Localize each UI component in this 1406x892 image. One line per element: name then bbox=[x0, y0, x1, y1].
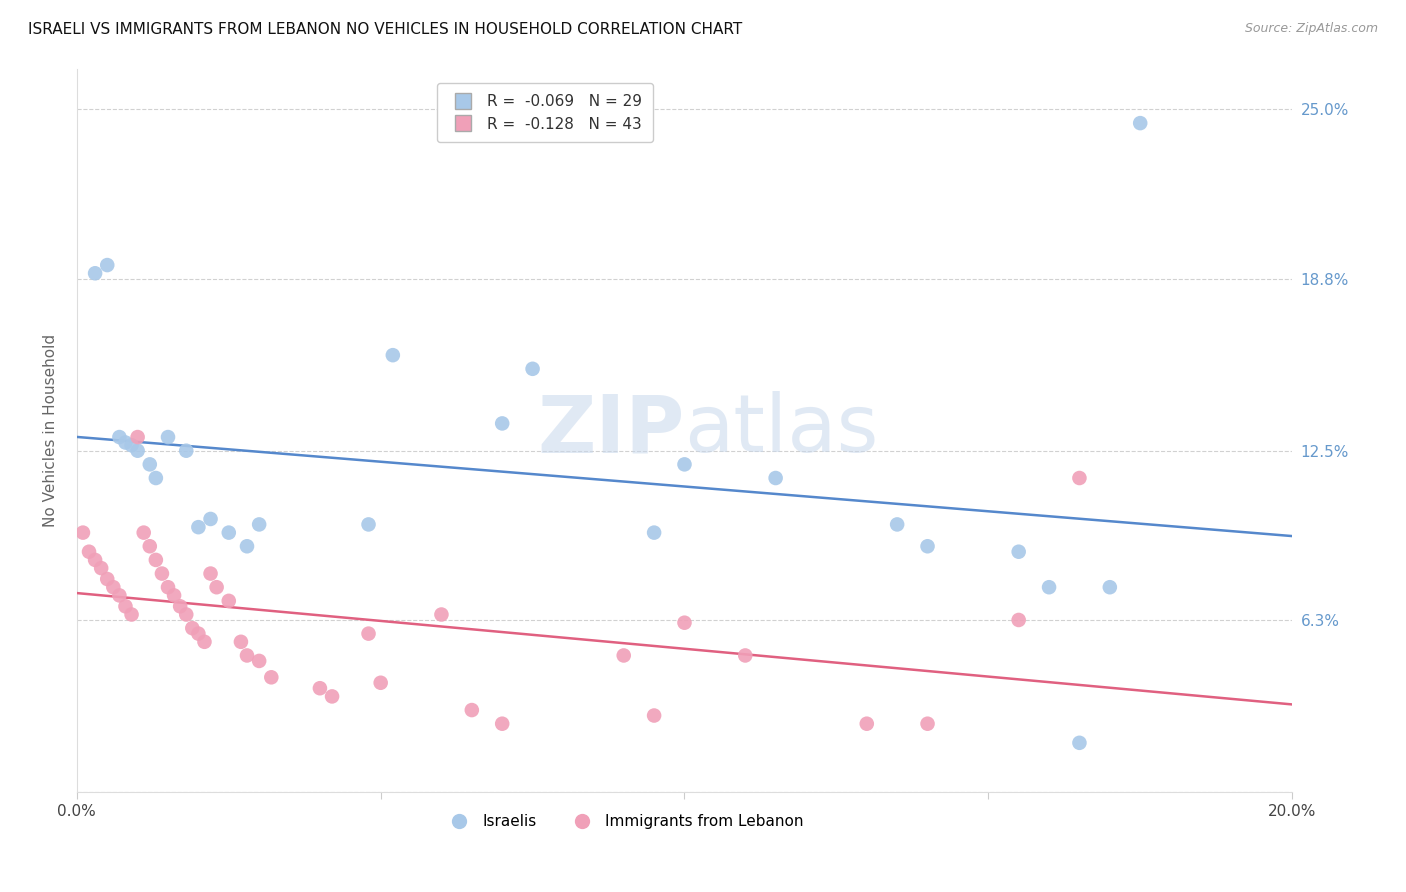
Point bbox=[174, 443, 197, 458]
Text: atlas: atlas bbox=[685, 392, 879, 469]
Point bbox=[370, 675, 392, 690]
Point bbox=[673, 458, 696, 472]
Point bbox=[108, 430, 131, 444]
Point bbox=[321, 690, 343, 704]
Point bbox=[72, 525, 94, 540]
Point bbox=[103, 580, 125, 594]
Point bbox=[1008, 613, 1031, 627]
Point bbox=[84, 553, 107, 567]
Point bbox=[357, 517, 380, 532]
Point bbox=[855, 716, 877, 731]
Point bbox=[381, 348, 404, 362]
Point bbox=[734, 648, 756, 663]
Point bbox=[236, 648, 259, 663]
Point bbox=[156, 580, 179, 594]
Y-axis label: No Vehicles in Household: No Vehicles in Household bbox=[44, 334, 58, 527]
Point bbox=[643, 525, 665, 540]
Point bbox=[1038, 580, 1060, 594]
Point bbox=[673, 615, 696, 630]
Point bbox=[156, 430, 179, 444]
Point bbox=[1129, 116, 1152, 130]
Point bbox=[96, 258, 118, 272]
Point bbox=[145, 471, 167, 485]
Point bbox=[181, 621, 204, 635]
Point bbox=[108, 588, 131, 602]
Point bbox=[114, 599, 136, 614]
Point bbox=[1069, 736, 1091, 750]
Point bbox=[491, 417, 513, 431]
Point bbox=[121, 438, 143, 452]
Point bbox=[643, 708, 665, 723]
Point bbox=[121, 607, 143, 622]
Point bbox=[145, 553, 167, 567]
Text: Source: ZipAtlas.com: Source: ZipAtlas.com bbox=[1244, 22, 1378, 36]
Point bbox=[174, 607, 197, 622]
Point bbox=[77, 545, 100, 559]
Point bbox=[193, 635, 215, 649]
Point bbox=[132, 525, 155, 540]
Point bbox=[886, 517, 908, 532]
Point bbox=[139, 458, 162, 472]
Point bbox=[205, 580, 228, 594]
Point bbox=[357, 626, 380, 640]
Point bbox=[229, 635, 252, 649]
Point bbox=[187, 626, 209, 640]
Point bbox=[84, 266, 107, 280]
Point bbox=[127, 443, 149, 458]
Point bbox=[127, 430, 149, 444]
Point bbox=[114, 435, 136, 450]
Point bbox=[187, 520, 209, 534]
Point bbox=[260, 670, 283, 684]
Point bbox=[613, 648, 636, 663]
Point bbox=[247, 654, 270, 668]
Point bbox=[139, 539, 162, 553]
Point bbox=[218, 594, 240, 608]
Point bbox=[236, 539, 259, 553]
Point bbox=[163, 588, 186, 602]
Point bbox=[491, 716, 513, 731]
Point bbox=[96, 572, 118, 586]
Text: ISRAELI VS IMMIGRANTS FROM LEBANON NO VEHICLES IN HOUSEHOLD CORRELATION CHART: ISRAELI VS IMMIGRANTS FROM LEBANON NO VE… bbox=[28, 22, 742, 37]
Point bbox=[309, 681, 332, 696]
Point bbox=[218, 525, 240, 540]
Point bbox=[200, 566, 222, 581]
Text: ZIP: ZIP bbox=[537, 392, 685, 469]
Point bbox=[200, 512, 222, 526]
Point bbox=[1098, 580, 1121, 594]
Point bbox=[247, 517, 270, 532]
Point bbox=[430, 607, 453, 622]
Point bbox=[1069, 471, 1091, 485]
Point bbox=[765, 471, 787, 485]
Point bbox=[917, 716, 939, 731]
Point bbox=[522, 361, 544, 376]
Legend: Israelis, Immigrants from Lebanon: Israelis, Immigrants from Lebanon bbox=[437, 808, 810, 835]
Point bbox=[1008, 545, 1031, 559]
Point bbox=[90, 561, 112, 575]
Point bbox=[169, 599, 191, 614]
Point bbox=[461, 703, 484, 717]
Point bbox=[917, 539, 939, 553]
Point bbox=[150, 566, 173, 581]
